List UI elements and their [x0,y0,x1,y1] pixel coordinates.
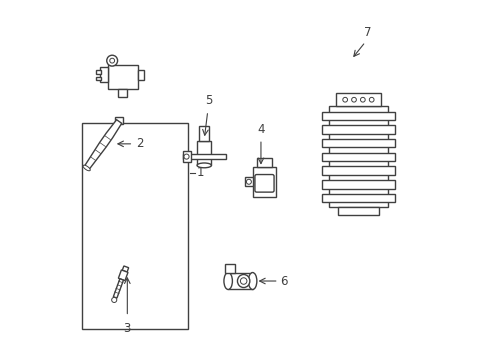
Text: 4: 4 [257,123,265,136]
Bar [322,112,394,120]
Polygon shape [122,266,129,272]
Bar [183,151,191,162]
Bar [322,180,394,189]
Bar [322,194,394,202]
Circle shape [343,97,347,102]
Text: 2: 2 [136,138,144,150]
Ellipse shape [248,273,257,289]
Circle shape [361,97,365,102]
Circle shape [112,297,117,302]
Polygon shape [119,270,128,281]
Text: 6: 6 [280,275,288,288]
FancyBboxPatch shape [255,175,274,192]
Bar [96,77,101,80]
Bar [338,207,379,215]
Ellipse shape [224,273,232,289]
Bar [118,89,127,97]
Bar [322,125,394,134]
Text: 7: 7 [364,26,371,39]
Circle shape [184,154,189,159]
Bar [225,264,235,273]
Bar [322,166,394,175]
Bar [322,139,394,148]
Circle shape [241,278,247,284]
Text: 3: 3 [123,323,131,336]
Circle shape [110,58,115,63]
Bar [100,67,108,82]
Polygon shape [113,279,123,298]
Ellipse shape [197,163,211,168]
Circle shape [369,97,374,102]
Bar [96,70,101,73]
Ellipse shape [83,165,90,171]
Bar [257,158,271,167]
Bar [228,273,253,289]
Bar [322,153,394,161]
Bar [253,167,276,197]
Bar [336,93,381,107]
Bar [329,107,388,207]
Ellipse shape [238,274,250,288]
Bar [108,65,138,89]
Bar [82,123,188,329]
Bar [138,70,144,80]
Bar [245,177,253,186]
Text: 1: 1 [197,166,205,179]
Circle shape [107,55,118,66]
Circle shape [352,97,356,102]
Bar [199,126,209,141]
Text: 5: 5 [205,94,213,107]
Bar [197,141,211,165]
Bar [183,154,226,159]
Polygon shape [84,120,122,170]
Circle shape [246,179,251,184]
Bar [115,117,123,124]
